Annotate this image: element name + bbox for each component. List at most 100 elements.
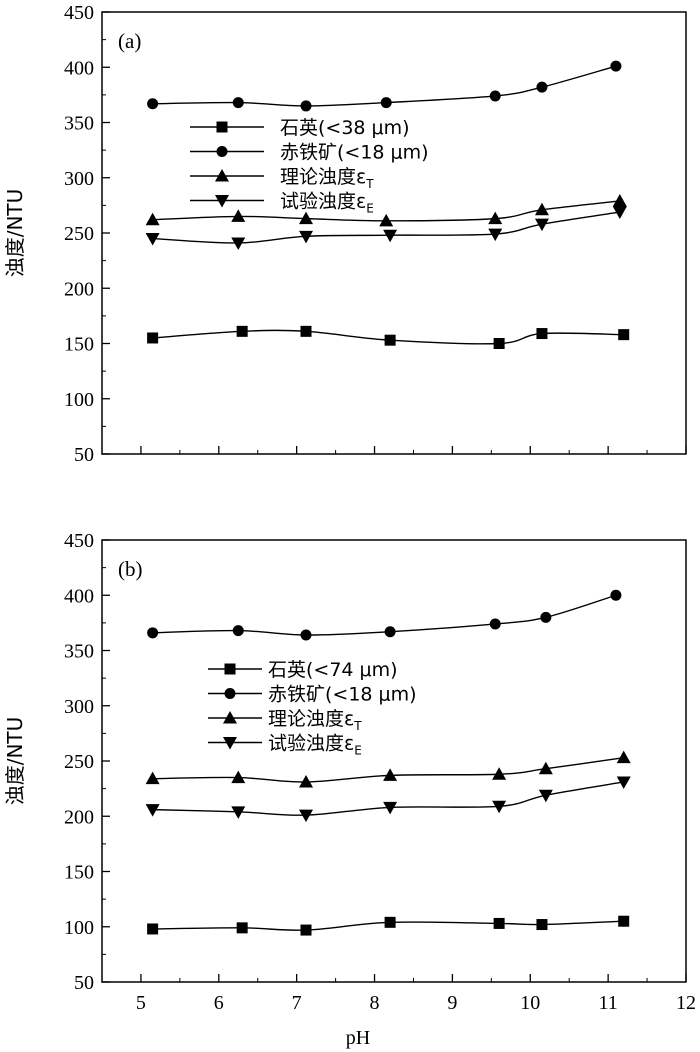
y-axis-title: 浊度/NTU [3,717,27,806]
series-4 [145,206,627,250]
legend-label: 赤铁矿(<18 μm) [280,142,429,164]
y-tick-label: 300 [64,696,94,718]
data-point [147,98,159,110]
y-tick-label: 350 [64,641,94,663]
x-tick-label: 7 [292,992,302,1014]
data-point [299,774,314,788]
data-point [612,193,627,207]
legend-label: 石英(<74 μm) [268,659,398,681]
y-tick-label: 50 [74,972,94,994]
x-tick-label: 6 [214,992,224,1014]
legend-label: 试验浊度εE [280,191,374,216]
data-point [145,771,160,785]
y-tick-label: 350 [64,113,94,135]
data-point [538,761,553,775]
legend-marker [216,146,228,157]
legend-marker [224,663,236,675]
data-point [384,916,396,928]
data-point [384,334,396,346]
legend-marker [216,121,228,133]
data-point [493,338,505,349]
data-point [145,804,160,817]
series-2 [147,60,622,112]
y-tick-label: 300 [64,168,94,190]
y-tick-label: 450 [64,530,94,552]
data-point [145,212,160,226]
series-1 [147,915,630,936]
series-3 [145,193,627,227]
data-point [231,237,246,250]
x-tick-label: 5 [136,992,146,1014]
data-point [492,800,507,814]
chart-panel-1: 50 100 150 200 250 300 350 400 450 浊度/NTU (a) 石英(<3… [3,2,687,466]
data-point [493,917,505,929]
data-point [145,233,160,246]
data-point [147,627,159,639]
data-point [299,211,314,225]
data-point [616,776,631,789]
data-point [536,328,548,340]
data-point [147,332,159,344]
data-point [618,915,630,927]
y-tick-label: 250 [64,751,94,773]
x-tick-label: 8 [370,992,380,1014]
panel-label: (b) [118,557,143,581]
data-point [299,230,314,244]
data-point [540,611,552,623]
chart-panel-2: 50 100 150 200 250 300 350 400 450 5 6 7 8 9 10 11 12 浊度/… [3,530,696,1049]
legend-marker [215,195,229,208]
data-point [383,229,398,243]
series-4 [145,776,631,823]
data-point [489,618,501,630]
series-1 [147,325,630,349]
data-point [232,625,244,637]
legend-marker [223,711,237,724]
y-axis-title: 浊度/NTU [3,189,27,278]
legend-label: 赤铁矿(<18 μm) [268,684,417,706]
data-point [534,218,549,232]
legend-label: 试验浊度εE [268,733,362,758]
x-axis-title: pH [346,1027,370,1049]
data-point [610,60,622,72]
data-point [300,325,312,337]
y-tick-label: 400 [64,585,94,607]
y-tick-label: 200 [64,806,94,828]
data-point [300,629,312,641]
data-point [236,922,248,934]
data-point [231,806,246,819]
legend-marker [224,688,236,699]
data-point [232,97,244,109]
y-tick-label: 200 [64,278,94,300]
y-tick-label: 100 [64,389,94,411]
x-tick-label: 11 [599,992,618,1014]
data-point [488,211,503,225]
y-tick-label: 400 [64,57,94,79]
series-3 [145,750,631,788]
x-tick-label: 9 [447,992,457,1014]
legend-label: 理论浊度εT [280,166,374,191]
data-point [300,924,312,936]
data-point [536,919,548,931]
data-point [231,770,246,784]
data-point [488,228,503,242]
data-point [236,325,248,337]
x-tick-label: 10 [520,992,540,1014]
legend-marker [215,169,229,182]
y-tick-label: 50 [74,444,94,466]
data-point [538,789,553,803]
y-tick-label: 250 [64,223,94,245]
data-point [299,809,314,823]
data-point [231,209,246,222]
legend-label: 理论浊度εT [268,708,362,733]
y-tick-label: 150 [64,334,94,356]
data-point [147,923,159,935]
data-point [384,626,396,638]
data-point [379,213,394,227]
series-2 [147,589,622,641]
y-tick-label: 450 [64,2,94,24]
panel-label: (a) [118,29,141,53]
y-tick-label: 150 [64,862,94,884]
